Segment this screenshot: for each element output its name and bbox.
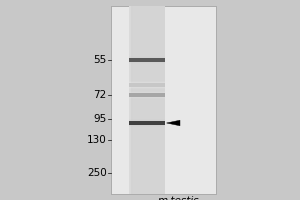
- Bar: [130, 6, 131, 194]
- Bar: [130, 6, 132, 194]
- Text: 95: 95: [93, 114, 106, 124]
- Bar: [129, 88, 165, 89]
- Bar: [130, 6, 132, 194]
- Bar: [130, 6, 132, 194]
- Text: 250: 250: [87, 168, 106, 178]
- Bar: [129, 6, 165, 194]
- Bar: [129, 6, 131, 194]
- Bar: [129, 58, 165, 62]
- Bar: [130, 6, 132, 194]
- Bar: [129, 62, 165, 63]
- Polygon shape: [167, 120, 180, 126]
- Bar: [129, 98, 165, 99]
- Bar: [129, 126, 165, 127]
- Bar: [129, 57, 165, 58]
- Bar: [129, 6, 131, 194]
- Bar: [129, 125, 165, 126]
- Bar: [130, 6, 132, 194]
- Bar: [129, 92, 165, 93]
- Bar: [129, 6, 131, 194]
- Bar: [129, 56, 165, 57]
- Bar: [129, 119, 165, 120]
- Bar: [130, 6, 132, 194]
- Bar: [130, 6, 131, 194]
- Text: m.testis: m.testis: [158, 196, 199, 200]
- Text: 72: 72: [93, 90, 106, 100]
- Bar: [130, 6, 132, 194]
- Bar: [129, 97, 165, 98]
- Text: 130: 130: [87, 135, 106, 145]
- Bar: [129, 121, 165, 125]
- Bar: [129, 81, 165, 82]
- Bar: [130, 6, 131, 194]
- Bar: [129, 6, 131, 194]
- Bar: [129, 91, 165, 92]
- Bar: [129, 6, 131, 194]
- Bar: [129, 83, 165, 87]
- Bar: [130, 6, 132, 194]
- Bar: [130, 6, 132, 194]
- Bar: [130, 6, 132, 194]
- Text: 55: 55: [93, 55, 106, 65]
- Bar: [129, 120, 165, 121]
- Bar: [111, 6, 216, 194]
- Bar: [130, 6, 131, 194]
- Bar: [129, 93, 165, 97]
- Bar: [129, 63, 165, 64]
- Bar: [129, 87, 165, 88]
- Bar: [131, 6, 133, 194]
- Bar: [129, 82, 165, 83]
